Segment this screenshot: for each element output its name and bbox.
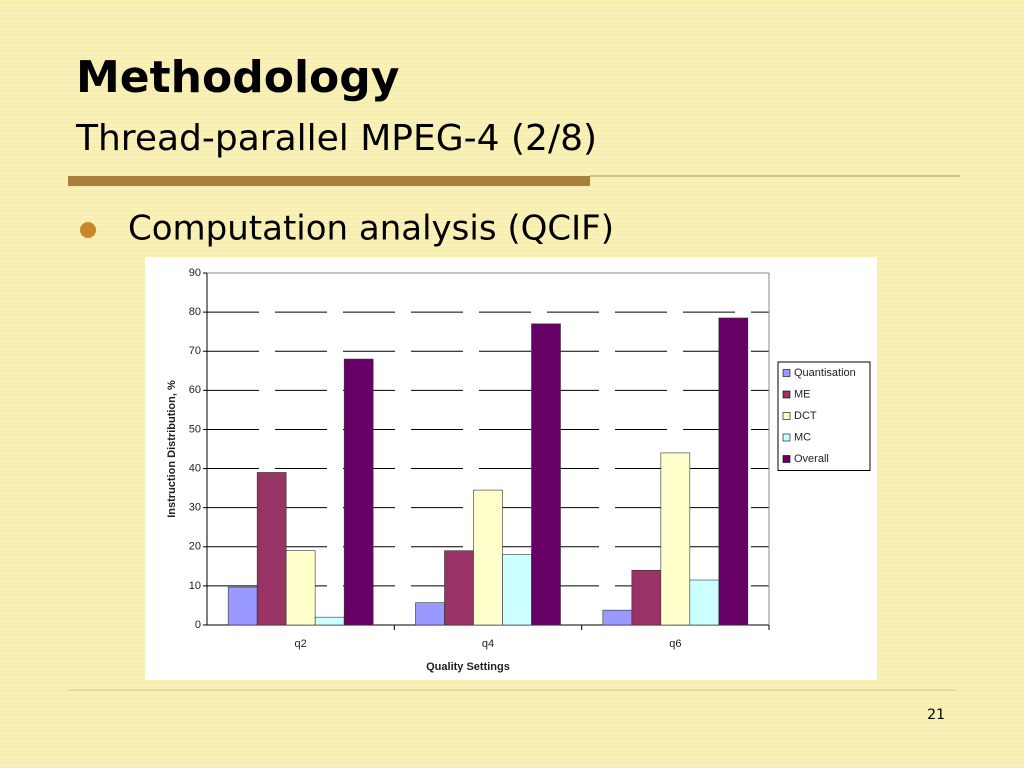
- legend-swatch: [782, 455, 791, 463]
- bar: [444, 550, 474, 626]
- bar: [285, 550, 316, 626]
- slide-title: Methodology: [76, 52, 399, 103]
- y-tick-label: 90: [189, 267, 201, 279]
- bar: [660, 452, 691, 626]
- legend-swatch: [782, 433, 791, 442]
- y-tick-label: 70: [189, 345, 201, 357]
- bar: [314, 616, 345, 626]
- x-tick-label: q6: [669, 638, 681, 650]
- title-bar: [68, 176, 590, 186]
- bar: [602, 609, 633, 626]
- bar: [689, 579, 720, 626]
- y-axis-label: Instruction Distribution, %: [166, 380, 178, 518]
- bar: [227, 586, 258, 626]
- bar: [343, 358, 374, 626]
- y-tick-label: 30: [189, 502, 201, 514]
- y-tick-label: 20: [189, 541, 201, 553]
- bullet-text: Computation analysis (QCIF): [128, 209, 614, 249]
- y-tick-label: 80: [189, 306, 201, 318]
- bar: [473, 489, 503, 626]
- y-tick-label: 0: [195, 619, 201, 631]
- y-tick-label: 60: [189, 384, 201, 396]
- bar: [631, 569, 662, 626]
- legend-label: Overall: [794, 453, 829, 465]
- bullet-dot: [80, 222, 96, 238]
- legend-swatch: [782, 369, 791, 377]
- page-number: 21: [927, 707, 945, 723]
- bar: [415, 602, 445, 626]
- legend-label: MC: [794, 431, 811, 443]
- legend-label: DCT: [794, 410, 817, 422]
- y-tick-label: 10: [189, 580, 201, 592]
- legend-box: [777, 361, 871, 471]
- legend-swatch: [782, 412, 791, 420]
- slide-subtitle: Thread-parallel MPEG-4 (2/8): [75, 118, 597, 159]
- chart: 0 10 20 30 40 50 60 70 80 90 q2 q4 q6 Quality Setting…: [166, 267, 871, 673]
- y-tick-label: 50: [189, 423, 201, 435]
- legend-label: ME: [794, 388, 811, 400]
- legend-label: Quantisation: [794, 367, 856, 379]
- bar: [502, 554, 532, 626]
- x-tick-label: q2: [295, 638, 307, 650]
- legend-swatch: [782, 390, 791, 399]
- bar: [718, 317, 749, 626]
- bar: [256, 472, 287, 626]
- y-tick-label: 40: [189, 462, 201, 474]
- x-axis-label: Quality Settings: [426, 661, 510, 673]
- x-tick-label: q4: [482, 638, 494, 650]
- bar: [531, 323, 561, 626]
